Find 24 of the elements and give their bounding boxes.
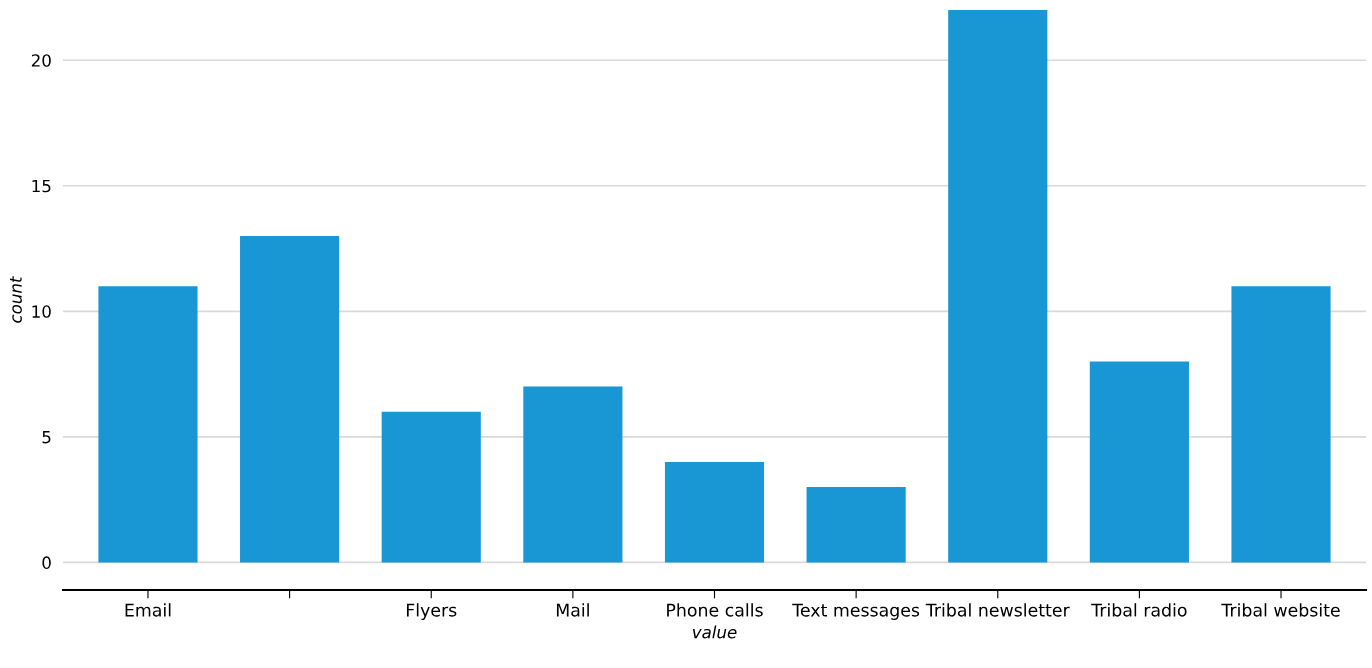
bar [523, 386, 623, 563]
x-tick-label: Tribal radio [1091, 603, 1187, 617]
x-tick-label: Email [125, 603, 171, 617]
bar [1089, 361, 1189, 563]
bar [240, 235, 340, 563]
bar [948, 10, 1048, 563]
x-tick-label: Phone calls [667, 603, 763, 617]
bar [1231, 286, 1331, 563]
x-tick-label: Tribal newsletter [925, 603, 1070, 617]
x-tick-label: Mail [556, 603, 589, 617]
bar [381, 411, 481, 563]
bar [664, 461, 765, 563]
x-tick-label: Flyers [406, 603, 457, 620]
x-tick-label: Tribal website [1221, 603, 1340, 617]
bar [806, 487, 906, 563]
y-tick-label: 15 [32, 179, 51, 193]
bar [98, 286, 198, 563]
y-tick-label: 5 [42, 431, 51, 444]
x-axis-title: value [692, 625, 737, 639]
y-tick-label: 0 [42, 556, 51, 569]
x-tick-label: Text messages [792, 603, 920, 620]
y-axis-title: count [9, 275, 22, 323]
y-tick-label: 20 [31, 54, 51, 67]
y-tick-label: 10 [32, 305, 51, 318]
